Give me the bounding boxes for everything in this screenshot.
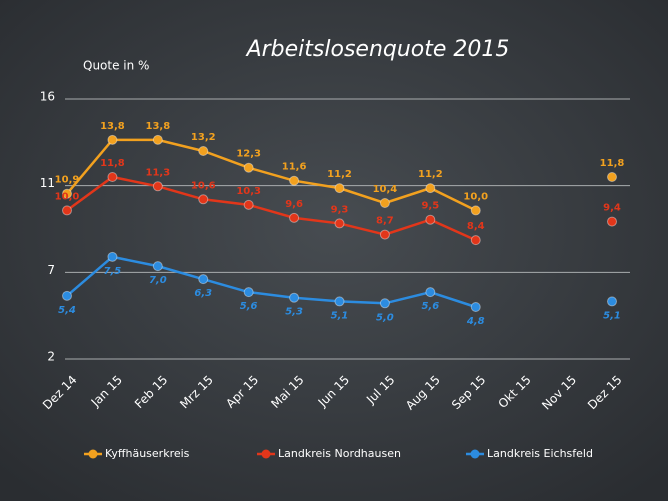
data-point bbox=[607, 172, 617, 182]
data-label: 4,8 bbox=[466, 316, 485, 327]
data-point bbox=[152, 134, 163, 145]
data-label: 10,0 bbox=[55, 191, 80, 202]
data-point bbox=[379, 298, 390, 309]
data-label: 5,3 bbox=[285, 307, 303, 318]
data-label: 11,6 bbox=[282, 162, 307, 173]
data-point bbox=[198, 194, 209, 205]
data-point bbox=[62, 188, 72, 199]
legend-label: Landkreis Nordhausen bbox=[278, 447, 401, 460]
data-label: 10,3 bbox=[236, 186, 261, 197]
data-point bbox=[470, 205, 481, 216]
data-label: 9,5 bbox=[421, 201, 439, 212]
data-point bbox=[152, 181, 163, 192]
data-label: 7,0 bbox=[149, 275, 167, 286]
data-point bbox=[289, 175, 300, 186]
data-label: 11,8 bbox=[100, 158, 125, 169]
data-label: 9,6 bbox=[285, 199, 303, 210]
data-label: 10,0 bbox=[463, 191, 488, 202]
data-point bbox=[107, 251, 118, 262]
data-point bbox=[289, 292, 300, 303]
data-point bbox=[198, 274, 209, 285]
y-tick-label: 2 bbox=[47, 350, 55, 364]
data-label: 9,4 bbox=[603, 203, 621, 214]
data-label: 7,5 bbox=[104, 266, 122, 277]
data-label: 5,0 bbox=[376, 312, 394, 323]
data-label: 9,3 bbox=[331, 204, 349, 215]
data-label: 10,9 bbox=[55, 175, 80, 186]
data-point bbox=[379, 229, 390, 240]
data-point bbox=[379, 198, 390, 208]
data-point bbox=[334, 296, 345, 307]
data-point bbox=[243, 199, 254, 210]
data-point bbox=[425, 287, 436, 298]
legend-label: Kyffhäuserkreis bbox=[105, 447, 190, 460]
data-point bbox=[425, 183, 436, 194]
data-point bbox=[470, 302, 481, 312]
data-point bbox=[607, 216, 617, 227]
data-label: 13,2 bbox=[191, 132, 216, 143]
data-label: 13,8 bbox=[145, 121, 170, 132]
data-label: 10,4 bbox=[373, 184, 398, 195]
data-label: 13,8 bbox=[100, 121, 125, 132]
data-point bbox=[470, 235, 481, 246]
legend-marker bbox=[88, 449, 98, 459]
data-point bbox=[334, 218, 345, 229]
data-label: 5,1 bbox=[331, 310, 349, 321]
data-point bbox=[62, 290, 72, 301]
data-point bbox=[243, 162, 254, 173]
data-point bbox=[62, 205, 72, 216]
data-point bbox=[243, 287, 254, 298]
y-tick-label: 7 bbox=[47, 263, 55, 277]
data-label: 12,3 bbox=[236, 149, 261, 160]
data-label: 5,6 bbox=[421, 301, 439, 312]
data-point bbox=[425, 214, 436, 225]
legend-marker bbox=[261, 449, 271, 459]
data-point bbox=[107, 172, 118, 182]
data-label: 8,4 bbox=[467, 221, 485, 232]
data-point bbox=[334, 183, 345, 194]
data-label: 5,1 bbox=[603, 310, 621, 321]
data-point bbox=[198, 146, 209, 156]
data-point bbox=[152, 261, 163, 272]
data-label: 5,6 bbox=[240, 301, 258, 312]
y-axis-label: Quote in % bbox=[83, 59, 149, 73]
chart-title: Arbeitslosenquote 2015 bbox=[245, 37, 510, 62]
data-label: 8,7 bbox=[376, 216, 394, 227]
data-label: 5,4 bbox=[58, 305, 76, 316]
data-label: 11,3 bbox=[145, 167, 170, 178]
data-label: 11,2 bbox=[418, 169, 443, 180]
legend-marker bbox=[470, 449, 480, 459]
data-point bbox=[289, 212, 300, 223]
y-tick-label: 11 bbox=[40, 176, 55, 190]
data-label: 11,2 bbox=[327, 169, 352, 180]
data-label: 10,6 bbox=[191, 180, 216, 191]
data-point bbox=[607, 296, 617, 307]
legend-label: Landkreis Eichsfeld bbox=[487, 447, 593, 460]
data-label: 11,8 bbox=[600, 158, 625, 169]
y-tick-label: 16 bbox=[40, 90, 55, 104]
data-label: 6,3 bbox=[194, 288, 212, 299]
data-point bbox=[107, 134, 118, 145]
